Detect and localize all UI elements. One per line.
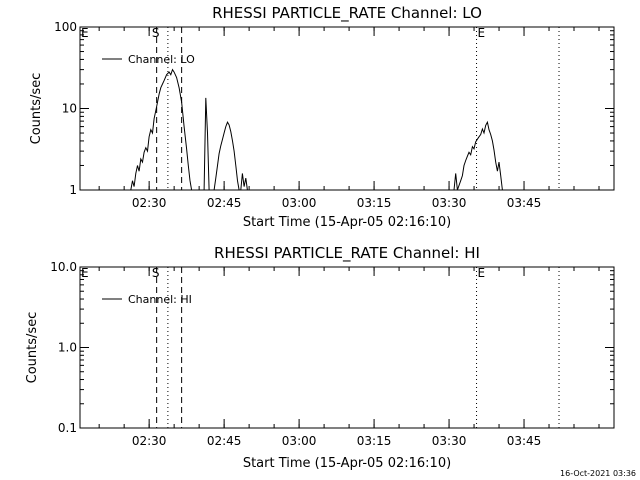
legend-entry-label: Channel: HI [128,293,192,306]
legend: Channel: LO [102,53,195,66]
x-tick-label: 03:00 [282,434,317,448]
x-tick-label: 02:45 [207,434,242,448]
x-tick-label: 02:30 [132,196,167,210]
plot-frame [79,26,615,191]
x-tick-label: 03:15 [357,434,392,448]
x-tick-label: 02:30 [132,434,167,448]
time-marker-label: S [152,266,160,280]
time-marker-label: S [152,26,160,40]
chart-title: RHESSI PARTICLE_RATE Channel: LO [212,4,482,23]
x-tick-label: 03:45 [507,196,542,210]
chart-title: RHESSI PARTICLE_RATE Channel: HI [214,244,480,263]
y-tick-label: 100 [54,20,77,34]
y-tick-label: 1.0 [58,341,77,355]
x-axis-ticks: 02:30 02:45 03:00 03:15 03:30 03:45 [98,27,600,210]
series-line-segment [240,173,248,191]
series-line-segment [213,121,240,191]
y-axis-label: Counts/sec [25,312,40,384]
legend-entry-label: Channel: LO [128,53,195,66]
x-tick-label: 03:30 [432,196,467,210]
series-line-segment [203,97,210,191]
series-line-segment [130,68,193,191]
x-tick-label: 03:30 [432,434,467,448]
x-tick-label: 03:15 [357,196,392,210]
x-tick-label: 02:45 [207,196,242,210]
x-tick-label: 03:00 [282,196,317,210]
time-marker-label: E [81,26,89,40]
y-axis-ticks: 0.1 1.0 10.0 [50,260,614,435]
time-marker-label: E [478,266,486,280]
time-marker-label: E [478,26,486,40]
y-tick-label: 10 [62,102,77,116]
series-line-segment [453,120,503,191]
chart-panel-lo: RHESSI PARTICLE_RATE Channel: LO 1 10 100 02… [29,4,615,230]
y-axis-label: Counts/sec [29,73,44,145]
x-tick-label: 03:45 [507,434,542,448]
time-marker-label: E [81,266,89,280]
y-tick-label: 1 [69,183,77,197]
x-axis-ticks: 02:30 02:45 03:00 03:15 03:30 03:45 [98,267,600,448]
y-axis-ticks: 1 10 100 [54,20,614,197]
legend: Channel: HI [102,293,192,306]
chart-panel-hi: RHESSI PARTICLE_RATE Channel: HI 0.1 1.0 10… [25,244,615,471]
footer-timestamp: 16-Oct-2021 03:36 [560,469,636,478]
y-tick-label: 10.0 [50,260,77,274]
plot-frame [79,266,615,429]
x-axis-label: Start Time (15-Apr-05 02:16:10) [243,215,451,230]
x-axis-label: Start Time (15-Apr-05 02:16:10) [243,456,451,471]
y-tick-label: 0.1 [58,421,77,435]
